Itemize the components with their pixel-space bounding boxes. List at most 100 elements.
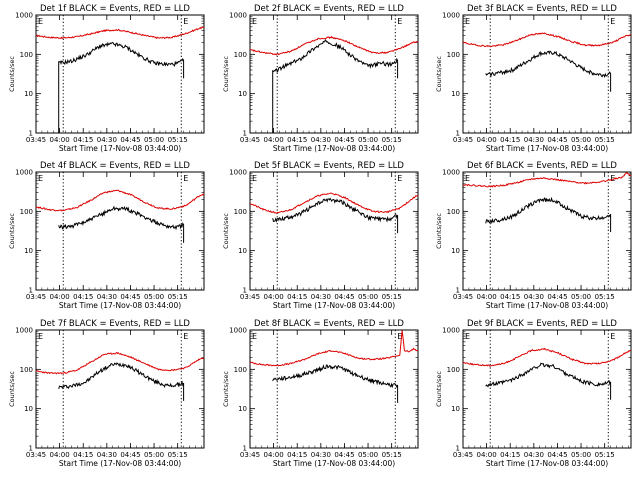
- plot-frame: [462, 329, 632, 449]
- x-tick-label: 04:15: [500, 451, 520, 459]
- y-tick-label: 1: [243, 287, 247, 295]
- x-tick-label: 05:00: [358, 136, 378, 144]
- series-lld: [35, 26, 205, 40]
- flag-mark: E: [610, 332, 615, 341]
- y-tick-label: 1000: [442, 169, 460, 177]
- x-tick-label: 04:00: [264, 293, 284, 301]
- x-axis-label: Start Time (17-Nov-08 03:44:00): [486, 301, 608, 310]
- series-events: [485, 196, 612, 232]
- x-axis-label: Start Time (17-Nov-08 03:44:00): [273, 301, 395, 310]
- series-lld: [249, 35, 419, 56]
- panel-8: Det 8f BLACK = Events, RED = LLD 1 10 100 10…: [222, 319, 419, 468]
- x-axis-label: Start Time (17-Nov-08 03:44:00): [273, 144, 395, 153]
- panel-title: Det 7f BLACK = Events, RED = LLD: [40, 319, 190, 329]
- x-tick-label: 05:00: [144, 136, 164, 144]
- x-tick-label: 05:15: [595, 293, 615, 301]
- panel-7: Det 7f BLACK = Events, RED = LLD 1 10 100 10…: [8, 319, 205, 468]
- flag-mark: E: [397, 174, 402, 183]
- y-axis-label: Counts/sec: [222, 213, 230, 249]
- x-tick-label: 05:00: [144, 293, 164, 301]
- x-tick-label: 05:15: [382, 451, 402, 459]
- x-tick-label: 05:00: [571, 451, 591, 459]
- plot-frame: [249, 14, 419, 134]
- y-tick-label: 1000: [229, 12, 247, 20]
- x-tick-label: 04:30: [97, 451, 117, 459]
- y-tick-label: 100: [234, 366, 247, 374]
- panel-5: Det 5f BLACK = Events, RED = LLD 1 10 100 10…: [222, 161, 419, 310]
- x-axis-label: Start Time (17-Nov-08 03:44:00): [59, 301, 181, 310]
- x-tick-label: 05:15: [168, 136, 188, 144]
- series-lld: [462, 172, 632, 188]
- x-tick-label: 04:30: [97, 293, 117, 301]
- x-tick-label: 04:45: [334, 293, 354, 301]
- x-tick-label: 03:45: [240, 293, 260, 301]
- x-tick-label: 04:30: [97, 136, 117, 144]
- flag-mark: E: [397, 332, 402, 341]
- flag-mark: E: [252, 174, 257, 183]
- x-tick-label: 04:00: [264, 451, 284, 459]
- y-tick-label: 100: [20, 51, 33, 59]
- x-tick-label: 04:45: [334, 451, 354, 459]
- y-tick-label: 1: [29, 130, 33, 138]
- x-tick-label: 04:45: [547, 293, 567, 301]
- y-tick-label: 10: [238, 405, 247, 413]
- flag-mark: E: [610, 174, 615, 183]
- y-axis-label: Counts/sec: [435, 213, 443, 249]
- y-tick-label: 1000: [229, 169, 247, 177]
- plot-frame: [249, 171, 419, 291]
- series-events: [485, 362, 612, 400]
- x-axis-label: Start Time (17-Nov-08 03:44:00): [273, 459, 395, 468]
- y-tick-label: 1000: [15, 12, 33, 20]
- series-events: [58, 362, 185, 401]
- y-axis-label: Counts/sec: [222, 371, 230, 407]
- x-tick-label: 04:45: [334, 136, 354, 144]
- x-tick-label: 04:15: [500, 136, 520, 144]
- flag-mark: E: [252, 332, 257, 341]
- x-tick-label: 04:00: [477, 451, 497, 459]
- y-tick-label: 10: [238, 247, 247, 255]
- x-tick-label: 05:15: [168, 293, 188, 301]
- x-tick-label: 03:45: [240, 451, 260, 459]
- x-axis-label: Start Time (17-Nov-08 03:44:00): [486, 144, 608, 153]
- x-tick-label: 04:45: [120, 136, 140, 144]
- y-tick-label: 100: [20, 208, 33, 216]
- x-tick-label: 04:15: [73, 293, 93, 301]
- panel-2: Det 2f BLACK = Events, RED = LLD 1 10 100 10…: [222, 4, 419, 153]
- panel-6: Det 6f BLACK = Events, RED = LLD 1 10 100 10…: [435, 161, 632, 310]
- x-axis-label: Start Time (17-Nov-08 03:44:00): [59, 144, 181, 153]
- flag-mark: E: [610, 17, 615, 26]
- flag-mark: E: [252, 17, 257, 26]
- y-axis-label: Counts/sec: [435, 371, 443, 407]
- series-lld: [249, 330, 419, 367]
- x-tick-label: 05:00: [571, 293, 591, 301]
- y-tick-label: 10: [24, 90, 33, 98]
- y-tick-label: 100: [447, 208, 460, 216]
- y-tick-label: 1: [29, 287, 33, 295]
- flag-mark: E: [183, 17, 188, 26]
- y-tick-label: 10: [451, 405, 460, 413]
- x-tick-label: 04:30: [524, 293, 544, 301]
- x-tick-label: 05:15: [382, 293, 402, 301]
- x-tick-label: 04:30: [311, 136, 331, 144]
- flag-mark: E: [465, 17, 470, 26]
- x-tick-label: 04:00: [477, 136, 497, 144]
- y-tick-label: 1000: [442, 327, 460, 335]
- y-tick-label: 100: [234, 208, 247, 216]
- series-lld: [462, 32, 632, 48]
- x-tick-label: 03:45: [26, 136, 46, 144]
- y-axis-label: Counts/sec: [435, 56, 443, 92]
- x-tick-label: 04:15: [287, 451, 307, 459]
- series-lld: [35, 351, 205, 375]
- series-lld: [35, 189, 205, 212]
- plot-frame: [462, 171, 632, 291]
- plot-frame: [35, 14, 205, 134]
- panel-9: Det 9f BLACK = Events, RED = LLD 1 10 100 10…: [435, 319, 632, 468]
- panel-title: Det 2f BLACK = Events, RED = LLD: [254, 4, 404, 14]
- panel-title: Det 3f BLACK = Events, RED = LLD: [467, 4, 617, 14]
- x-tick-label: 04:15: [73, 136, 93, 144]
- series-events: [272, 364, 399, 403]
- x-tick-label: 05:00: [571, 136, 591, 144]
- x-tick-label: 05:15: [382, 136, 402, 144]
- y-tick-label: 10: [24, 405, 33, 413]
- x-tick-label: 04:00: [264, 136, 284, 144]
